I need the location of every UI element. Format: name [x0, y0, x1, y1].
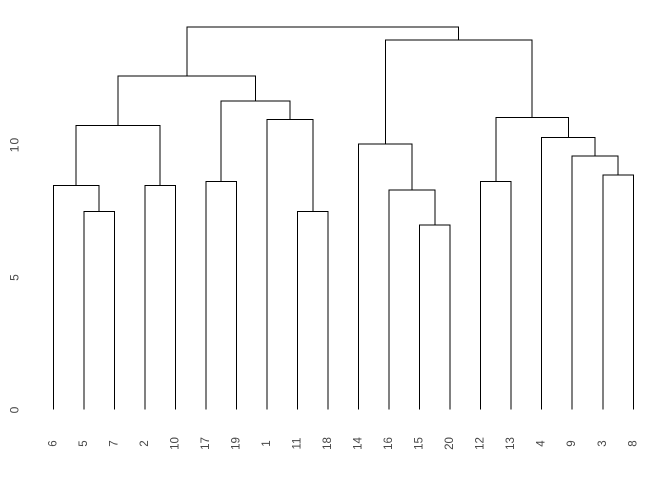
cluster-merge-link: [480, 181, 512, 410]
cluster-merge-link: [83, 211, 115, 410]
cluster-merge-link: [541, 137, 596, 410]
leaf-label-16: 16: [383, 437, 395, 450]
leaf-label-13: 13: [505, 437, 517, 450]
leaf-label-11: 11: [292, 438, 304, 450]
cluster-merge-link: [205, 181, 237, 410]
cluster-merge-link: [602, 174, 634, 410]
leaf-label-8: 8: [627, 440, 639, 446]
leaf-label-7: 7: [108, 440, 120, 446]
y-axis-tick-label-0: 0: [8, 406, 22, 414]
leaf-label-2: 2: [139, 440, 151, 446]
leaf-label-12: 12: [475, 437, 487, 450]
cluster-merge-link: [571, 155, 619, 410]
dendrogram-links: [52, 26, 634, 410]
cluster-merge-link: [52, 184, 100, 410]
leaf-label-14: 14: [353, 437, 365, 450]
leaf-label-19: 19: [231, 437, 243, 450]
y-axis-tick-label-5: 5: [8, 273, 22, 281]
cluster-merge-link: [388, 189, 436, 410]
cluster-merge-link: [75, 124, 161, 186]
cluster-merge-link: [495, 117, 569, 182]
y-axis-tick-label-10: 10: [8, 137, 22, 152]
cluster-merge-link: [297, 211, 329, 410]
leaf-label-4: 4: [536, 440, 548, 447]
cluster-merge-link: [419, 224, 451, 410]
leaf-label-17: 17: [200, 437, 212, 450]
leaf-label-1: 1: [261, 440, 273, 446]
cluster-merge-link: [186, 26, 460, 77]
cluster-merge-link: [266, 118, 314, 410]
leaf-labels: 6 5 7 2 10 17 19 1 11 18 14 16 15 20 12 13 4 9 3 8: [47, 437, 639, 450]
cluster-merge-link: [220, 100, 291, 182]
leaf-label-18: 18: [322, 437, 334, 450]
leaf-label-6: 6: [47, 440, 59, 446]
leaf-label-20: 20: [444, 437, 456, 450]
cluster-merge-link: [358, 143, 413, 410]
leaf-label-3: 3: [597, 440, 609, 446]
cluster-merge-link: [384, 39, 533, 144]
leaf-label-5: 5: [78, 440, 90, 446]
leaf-label-10: 10: [169, 437, 181, 450]
leaf-label-15: 15: [414, 437, 426, 450]
cluster-merge-link: [144, 184, 176, 410]
y-axis: 0 5 10: [8, 137, 22, 414]
leaf-label-9: 9: [566, 440, 578, 446]
